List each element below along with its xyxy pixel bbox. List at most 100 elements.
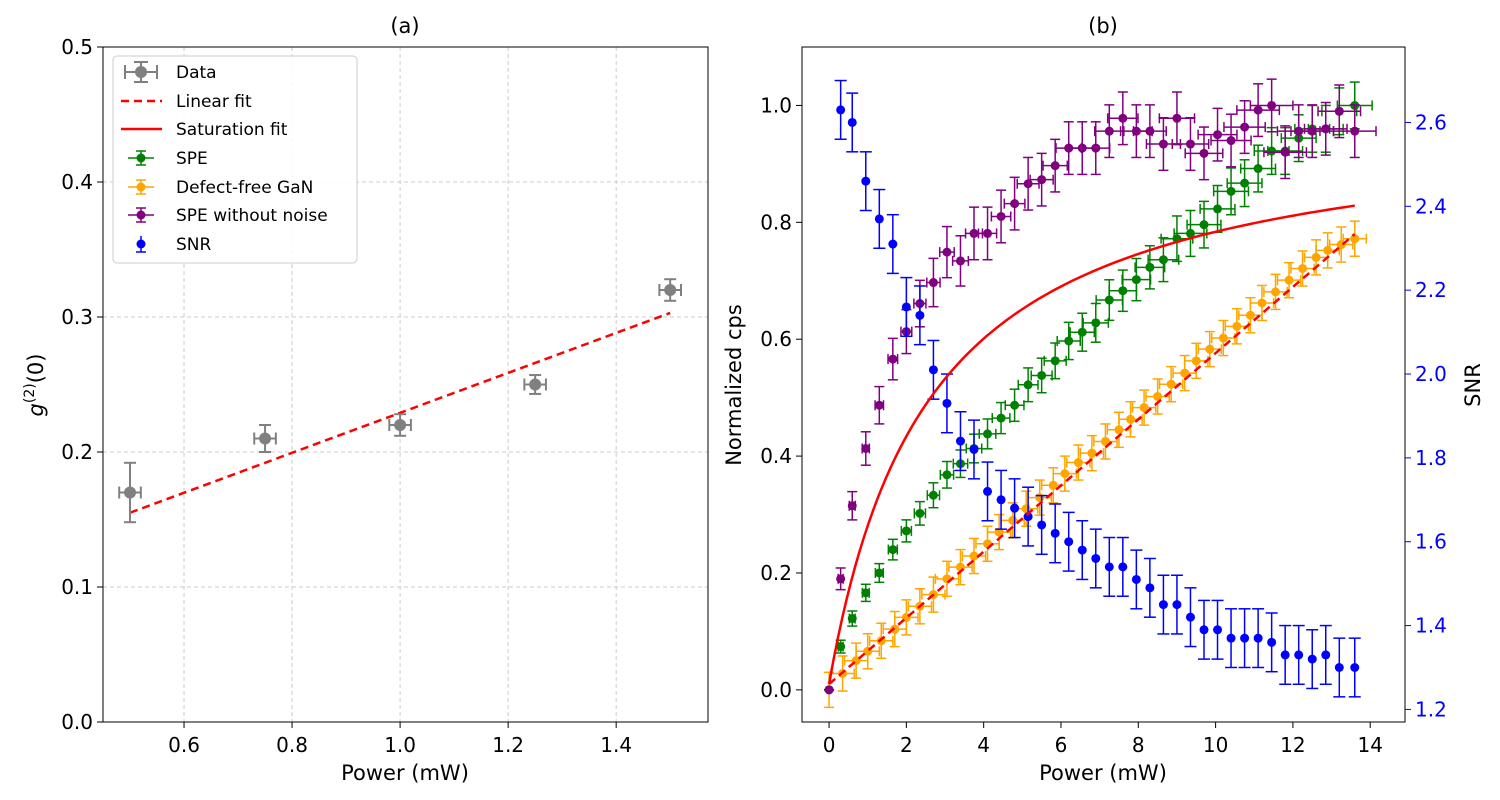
snr-point <box>1130 549 1143 610</box>
data-point <box>1253 633 1263 643</box>
data-point <box>1010 199 1020 209</box>
data-point <box>861 588 871 598</box>
data-point <box>1240 122 1250 132</box>
data-point <box>1048 480 1058 490</box>
data-point <box>1158 139 1168 149</box>
legend-box <box>112 55 358 264</box>
legend-label: SPE without noise <box>176 206 328 226</box>
defect-free-gan-point <box>1315 232 1341 269</box>
data-point <box>1037 175 1047 185</box>
snr-point <box>1225 608 1238 669</box>
data-point <box>1245 310 1255 320</box>
data-point <box>942 398 952 408</box>
x-tick-label: 12 <box>1280 733 1305 757</box>
data-point <box>1166 379 1176 389</box>
data-point <box>861 176 871 186</box>
data-point <box>1010 400 1020 410</box>
spe-without-noise-point <box>847 490 858 521</box>
defect-free-gan-point <box>1158 365 1184 403</box>
defect-free-gan-point <box>1183 342 1209 380</box>
data-point <box>847 117 857 127</box>
data-point <box>928 365 938 375</box>
data-point <box>1271 287 1281 297</box>
data-point <box>1064 537 1074 547</box>
spe-without-noise-point <box>964 206 984 261</box>
data-point <box>847 501 857 511</box>
data-point <box>1350 662 1360 672</box>
panel-b: (b) 0 2 4 6 8 10 12 14 0.00.20.40.60.81.0 1.21.… <box>722 14 1485 785</box>
data-point <box>1091 318 1101 328</box>
spe-point <box>1226 159 1263 208</box>
spe-point <box>1017 367 1039 403</box>
x-tick-label: 8 <box>1132 733 1145 757</box>
data-point <box>955 256 965 266</box>
data-point-group <box>523 374 547 395</box>
defect-free-gan-point <box>961 537 987 575</box>
snr-tick-label: 1.2 <box>1415 697 1447 721</box>
data-point <box>1280 650 1290 660</box>
y-tick-label: 0.1 <box>61 575 93 599</box>
snr-point <box>927 339 940 400</box>
data-point <box>996 413 1006 423</box>
data-point <box>1153 391 1163 401</box>
snr-point <box>1265 612 1278 673</box>
legend-label: Saturation fit <box>176 120 288 140</box>
y-tick-label: 0.4 <box>760 444 792 468</box>
data-point <box>1023 179 1033 189</box>
data-point <box>836 574 846 584</box>
spe-without-noise-point <box>824 685 835 695</box>
saturation-fit-curve <box>827 204 1355 685</box>
spe-without-noise-point <box>835 567 846 591</box>
data-point <box>1199 148 1209 158</box>
data-point <box>915 310 925 320</box>
x-tick-label: 6 <box>1055 733 1068 757</box>
snr-point <box>1143 557 1156 618</box>
defect-free-gan-point <box>1093 423 1118 460</box>
snr-point <box>846 92 859 153</box>
data-point <box>824 685 834 695</box>
data-point <box>1307 126 1317 136</box>
x-tick-label: 1.0 <box>384 733 416 757</box>
spe-point <box>835 639 846 654</box>
data-point <box>1185 139 1195 149</box>
data-point <box>1073 458 1083 468</box>
data-point <box>1077 327 1087 337</box>
data-point <box>1253 164 1263 174</box>
spe-without-noise-point <box>1171 116 1210 172</box>
snr-point <box>1292 624 1305 686</box>
data-point <box>1257 298 1267 308</box>
data-point <box>1087 448 1097 458</box>
data-point <box>1158 255 1168 265</box>
panel-b-y-label: Normalized cps <box>722 304 746 466</box>
data-point <box>983 228 993 238</box>
y-tick-label: 0.0 <box>760 678 792 702</box>
data-point <box>1226 136 1236 146</box>
defect-free-gan-point <box>1263 273 1288 311</box>
snr-point <box>1252 608 1265 669</box>
snr-point <box>981 461 994 522</box>
data-point <box>1023 512 1033 522</box>
spe-point <box>1239 144 1277 193</box>
data-point <box>1199 625 1209 635</box>
linear-fit-line <box>129 311 671 514</box>
data-point <box>1100 436 1110 446</box>
data-point <box>1064 336 1074 346</box>
spe-without-noise-point <box>1317 84 1362 139</box>
panel-a-y-label: g(2)(0) <box>22 354 48 417</box>
legend-item-spe-without-noise: SPE without noise <box>128 206 328 226</box>
panel-a-y-ticks: 0.0 0.1 0.2 0.3 0.4 0.5 <box>61 35 103 734</box>
data-point <box>1050 528 1060 538</box>
x-tick-label: 0 <box>823 733 836 757</box>
snr-point <box>1008 478 1021 539</box>
panel-b-axes-frame <box>801 46 1406 723</box>
data-point <box>1185 228 1195 238</box>
snr-point <box>873 188 886 249</box>
defect-free-gan-point <box>1328 226 1354 263</box>
data-point <box>1298 263 1308 273</box>
snr-tick-label: 2.6 <box>1415 110 1447 134</box>
data-point <box>394 419 407 431</box>
data-point <box>1172 600 1182 610</box>
data-point <box>1226 633 1236 643</box>
defect-free-gan-point <box>1290 250 1315 287</box>
y-label-g: g <box>24 403 48 416</box>
